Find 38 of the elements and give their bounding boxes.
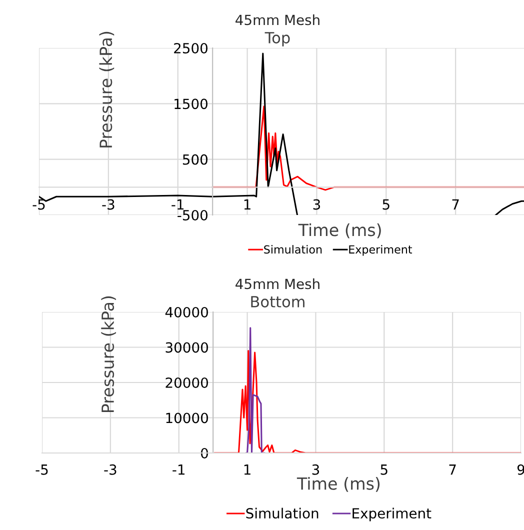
y-tick-label: 1500 <box>174 98 208 110</box>
x-tick-label: 7 <box>452 199 459 210</box>
y-tick-label: 2500 <box>174 42 208 54</box>
legend-label: Experiment <box>352 508 432 522</box>
y-axis-title: Pressure (kPa) <box>99 32 114 148</box>
legend-label: Simulation <box>246 508 318 519</box>
x-tick-label: 7 <box>449 464 456 475</box>
y-tick-label: 20000 <box>166 377 208 388</box>
x-axis-title: Time (ms) <box>296 476 380 492</box>
x-tick-label: -1 <box>172 464 184 475</box>
y-axis-title: Pressure (kPa) <box>101 296 116 412</box>
x-tick-label: 5 <box>380 464 388 475</box>
legend-label: Simulation <box>264 245 322 254</box>
chart-subtitle: Top <box>264 32 290 46</box>
x-tick-label: 3 <box>313 199 320 210</box>
chart-title: 45mm Mesh <box>236 14 320 26</box>
y-tick-label: 30000 <box>166 342 208 353</box>
y-tick-label: 500 <box>182 154 208 165</box>
y-tick-label: 40000 <box>165 306 208 318</box>
y-tick-label: -500 <box>178 210 208 220</box>
line-series <box>212 106 524 191</box>
x-tick-label: 5 <box>382 199 390 210</box>
x-tick-label: -5 <box>32 199 45 210</box>
x-tick-label: 3 <box>312 464 320 475</box>
legend-label: Experiment <box>349 245 412 256</box>
chart-title: 45mm Mesh <box>236 278 320 290</box>
x-tick-label: -1 <box>172 199 184 210</box>
x-tick-label: -3 <box>102 199 114 210</box>
x-tick-label: -3 <box>104 464 116 475</box>
chart-subtitle: Bottom <box>251 296 304 308</box>
line-series <box>214 350 521 453</box>
y-tick-label: 10000 <box>166 412 208 424</box>
x-tick-label: -5 <box>36 464 48 475</box>
line-series <box>245 327 266 453</box>
x-tick-label: 1 <box>244 464 250 475</box>
x-tick-label: 9 <box>517 464 524 475</box>
x-axis-title: Time (ms) <box>298 223 381 238</box>
x-tick-label: 1 <box>244 199 250 210</box>
